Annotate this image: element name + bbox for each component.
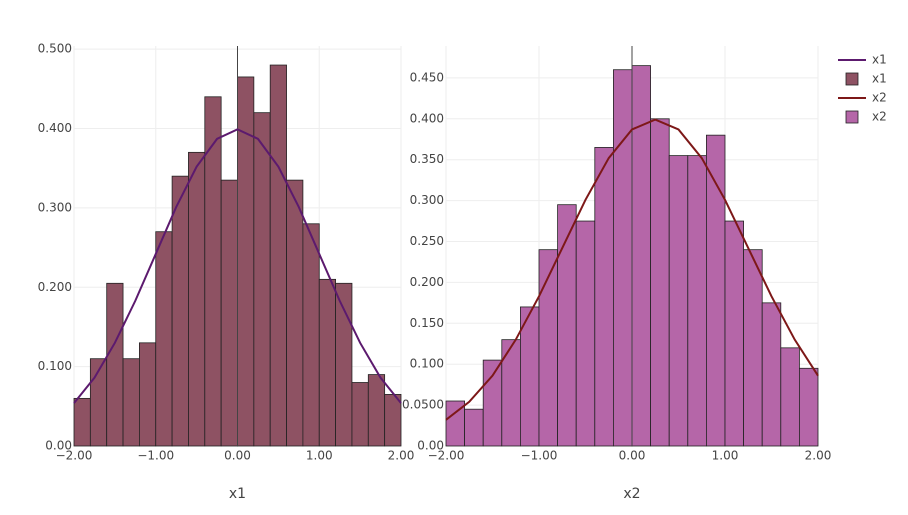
histogram-bar (367, 374, 386, 447)
histogram-bar (155, 231, 173, 447)
histogram-bar (188, 151, 206, 447)
histogram-bar (106, 282, 124, 447)
y-tick-label: 0.300 (38, 200, 72, 214)
x-axis-title: x1 (229, 486, 246, 502)
histogram-bar (482, 359, 503, 447)
y-tick-label: 0.300 (410, 193, 444, 207)
histogram-bar (743, 249, 763, 447)
histogram-bar (594, 147, 614, 447)
histogram-bar (220, 179, 238, 447)
histogram-bar (204, 96, 222, 447)
x-tick-label: 2.00 (388, 449, 415, 463)
y-tick-label: 0.150 (410, 316, 444, 330)
histogram-bar (351, 382, 369, 447)
x-tick-label: 2.00 (805, 449, 832, 463)
legend-label: x1 (872, 53, 887, 67)
x-tick-label: −1.00 (137, 449, 174, 463)
x-tick-label: 1.00 (306, 449, 333, 463)
histogram-bar (384, 394, 402, 447)
histogram-bar (650, 118, 670, 447)
histogram-bar (73, 397, 91, 447)
histogram-bar (122, 358, 140, 447)
histogram-bar (253, 112, 271, 447)
y-tick-label: 0.200 (38, 280, 72, 294)
y-tick-label: 0.250 (410, 234, 444, 248)
legend-label: x2 (872, 91, 887, 105)
y-tick-label: 0.400 (38, 121, 72, 135)
y-tick-label: 0.200 (410, 275, 444, 289)
y-tick-label: 0.00 (45, 439, 72, 453)
histogram-bar (687, 155, 707, 447)
histogram-bar (575, 220, 596, 447)
y-tick-label: 0.350 (410, 152, 444, 166)
histogram-bar (171, 175, 189, 447)
histogram-bar (138, 342, 157, 447)
legend-swatch (845, 72, 859, 86)
x-tick-label: −1.00 (521, 449, 558, 463)
histogram-bar (799, 367, 819, 447)
y-tick-label: 0.400 (410, 111, 444, 125)
x-tick-label: −2.00 (428, 449, 465, 463)
y-tick-label: 0.0500 (402, 398, 444, 412)
y-tick-label: 0.500 (38, 42, 72, 56)
histogram-bar (761, 302, 782, 447)
histogram-bar (269, 64, 287, 447)
histogram-bar (724, 220, 745, 447)
histogram-bar (335, 282, 353, 447)
histogram-bar (613, 69, 633, 447)
density-line (73, 128, 402, 404)
y-tick-label: 0.100 (410, 357, 444, 371)
x-tick-label: 1.00 (712, 449, 739, 463)
histogram-bar (286, 179, 304, 447)
legend-label: x1 (872, 72, 887, 86)
y-tick-label: 0.450 (410, 70, 444, 84)
x-tick-label: 0.00 (619, 449, 646, 463)
histogram-bar (464, 408, 484, 447)
histogram-bar (557, 204, 577, 447)
y-tick-label: 0.100 (38, 359, 72, 373)
legend-swatch (845, 110, 859, 124)
x-axis-title: x2 (623, 486, 640, 502)
histogram-bar (302, 223, 320, 447)
density-line (445, 118, 819, 421)
histogram-bar (668, 155, 689, 447)
x-tick-label: −2.00 (56, 449, 93, 463)
histogram-bar (318, 278, 337, 447)
histogram-bar (780, 347, 800, 447)
legend-label: x2 (872, 110, 887, 124)
y-tick-label: 0.00 (417, 439, 444, 453)
x-tick-label: 0.00 (224, 449, 251, 463)
